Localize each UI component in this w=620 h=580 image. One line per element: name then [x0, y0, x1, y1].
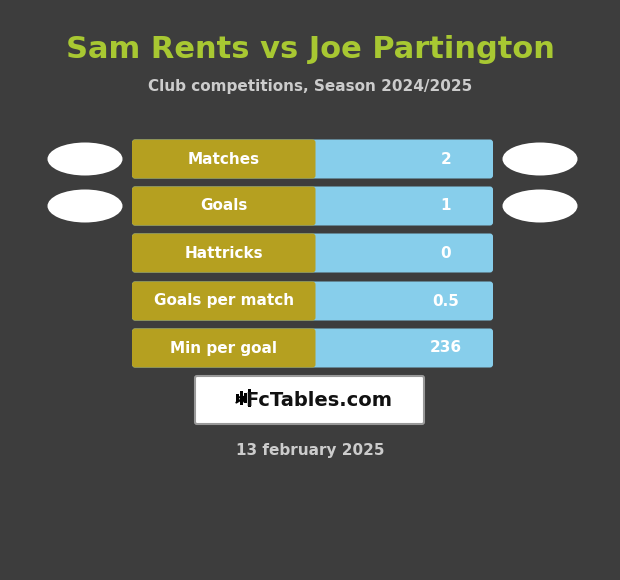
Text: 0: 0 [440, 245, 451, 260]
Text: Hattricks: Hattricks [184, 245, 263, 260]
FancyBboxPatch shape [132, 187, 316, 226]
Text: 1: 1 [440, 198, 451, 213]
FancyBboxPatch shape [132, 281, 316, 321]
FancyBboxPatch shape [132, 140, 493, 179]
Text: Sam Rents vs Joe Partington: Sam Rents vs Joe Partington [66, 35, 554, 64]
Text: Goals: Goals [200, 198, 247, 213]
Ellipse shape [48, 143, 123, 176]
FancyBboxPatch shape [132, 328, 316, 368]
FancyBboxPatch shape [195, 376, 424, 424]
Bar [248, 389, 251, 407]
Ellipse shape [48, 190, 123, 223]
Text: 0.5: 0.5 [432, 293, 459, 309]
Text: Goals per match: Goals per match [154, 293, 294, 309]
Ellipse shape [502, 190, 577, 223]
Bar [244, 393, 247, 403]
FancyBboxPatch shape [132, 234, 316, 273]
Text: FcTables.com: FcTables.com [246, 390, 392, 409]
FancyBboxPatch shape [132, 187, 493, 226]
Text: Min per goal: Min per goal [170, 340, 277, 356]
FancyBboxPatch shape [132, 234, 493, 273]
Text: 13 february 2025: 13 february 2025 [236, 443, 384, 458]
FancyBboxPatch shape [132, 281, 493, 321]
Bar [236, 394, 239, 402]
Text: 2: 2 [440, 151, 451, 166]
Text: Matches: Matches [188, 151, 260, 166]
Bar [240, 391, 243, 405]
Ellipse shape [502, 143, 577, 176]
FancyBboxPatch shape [132, 328, 493, 368]
FancyBboxPatch shape [132, 140, 316, 179]
Text: Club competitions, Season 2024/2025: Club competitions, Season 2024/2025 [148, 79, 472, 95]
Text: 236: 236 [430, 340, 462, 356]
